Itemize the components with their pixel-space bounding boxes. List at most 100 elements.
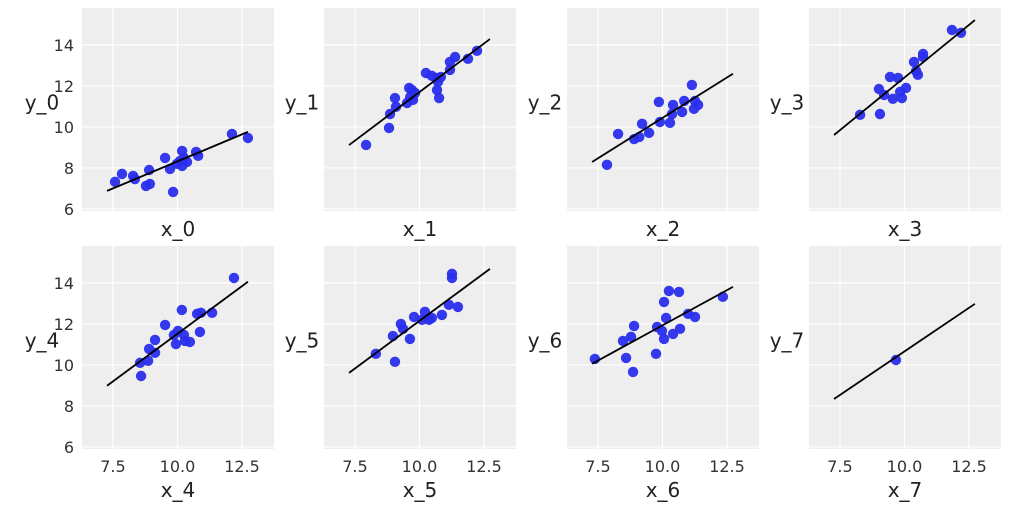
data-point [667,99,679,111]
data-point [446,272,458,284]
y-axis-label: y_0 [25,91,60,115]
data-point [689,311,701,323]
data-point [149,334,161,346]
regression-line [591,286,734,365]
data-point [896,92,908,104]
data-point [884,71,896,83]
data-point [650,348,662,360]
subplot-0: 6 8 10 12 14 x_0 y_0 [25,8,274,241]
y-axis-label: y_5 [285,329,320,353]
data-point [360,139,372,151]
data-point [226,128,238,140]
regression-line [106,131,249,192]
data-point [676,106,688,118]
data-point [159,319,171,331]
data-point [408,311,420,323]
y-axis-label: y_2 [528,91,563,115]
data-point [409,87,421,99]
data-point [612,128,624,140]
x-tick-label: 7.5 [100,457,125,476]
data-point [431,84,443,96]
data-point [170,338,182,350]
x-tick-label: 10.0 [887,457,923,476]
subplot-2: x_2 y_2 [528,8,759,241]
y-tick-label: 14 [54,274,74,293]
data-point [452,301,464,313]
subplot-7: 7.5 10.0 12.5 x_7 y_7 [770,246,1001,502]
data-point [663,285,675,297]
data-point [390,101,402,113]
data-point [194,326,206,338]
x-tick-label: 12.5 [224,457,260,476]
x-axis-label: x_6 [646,478,681,502]
x-axis-label: x_7 [888,478,923,502]
data-point [917,51,929,63]
data-point [228,272,240,284]
x-tick-label: 10.0 [645,457,681,476]
data-point [617,335,629,347]
subplot-5: 7.5 10.0 12.5 x_5 y_5 [285,246,516,502]
regression-line [833,303,976,400]
data-point [625,331,637,343]
data-point [660,312,672,324]
data-point [404,333,416,345]
data-point [449,51,461,63]
subplot-3: x_3 y_3 [770,8,1001,241]
data-point [628,320,640,332]
regression-line [348,268,491,374]
y-axis-label: y_4 [25,329,60,353]
data-point [654,116,666,128]
data-point [601,159,613,171]
data-point [242,132,254,144]
data-point [389,92,401,104]
y-tick-label: 8 [64,397,74,416]
y-tick-label: 10 [54,118,74,137]
y-tick-label: 6 [64,438,74,457]
data-point [436,309,448,321]
data-point [426,312,438,324]
x-tick-label: 12.5 [951,457,987,476]
data-point [643,127,655,139]
data-point [658,296,670,308]
data-point [890,354,902,366]
data-point [116,168,128,180]
data-point [892,72,904,84]
data-point [433,92,445,104]
data-point [184,336,196,348]
data-point [383,122,395,134]
data-point [946,24,958,36]
x-axis-label: x_2 [646,217,681,241]
data-point [167,186,179,198]
data-point [144,178,156,190]
subplot-1: x_1 y_1 [285,8,516,241]
data-point [159,152,171,164]
data-point [636,118,648,130]
data-point [664,117,676,129]
x-tick-label: 10.0 [402,457,438,476]
y-tick-label: 6 [64,200,74,219]
regression-line [348,38,491,146]
data-point [620,352,632,364]
x-axis-label: x_1 [403,217,438,241]
subplot-6: 7.5 10.0 12.5 x_6 y_6 [528,246,759,502]
data-point [666,108,678,120]
data-point [912,69,924,81]
data-point [462,53,474,65]
data-point [149,347,161,359]
x-axis-label: x_0 [161,217,196,241]
x-axis-label: x_4 [161,478,196,502]
x-tick-label: 7.5 [827,457,852,476]
data-point [653,96,665,108]
data-point [135,370,147,382]
y-tick-label: 14 [54,36,74,55]
data-point [443,299,455,311]
subplot-4: 7.5 10.0 12.5 6 8 10 12 14 x_4 y_4 [25,246,274,502]
x-tick-label: 12.5 [466,457,502,476]
y-tick-label: 12 [54,315,74,334]
x-tick-label: 12.5 [709,457,745,476]
data-point [176,304,188,316]
data-point [874,108,886,120]
y-tick-label: 10 [54,356,74,375]
y-axis-label: y_3 [770,91,805,115]
